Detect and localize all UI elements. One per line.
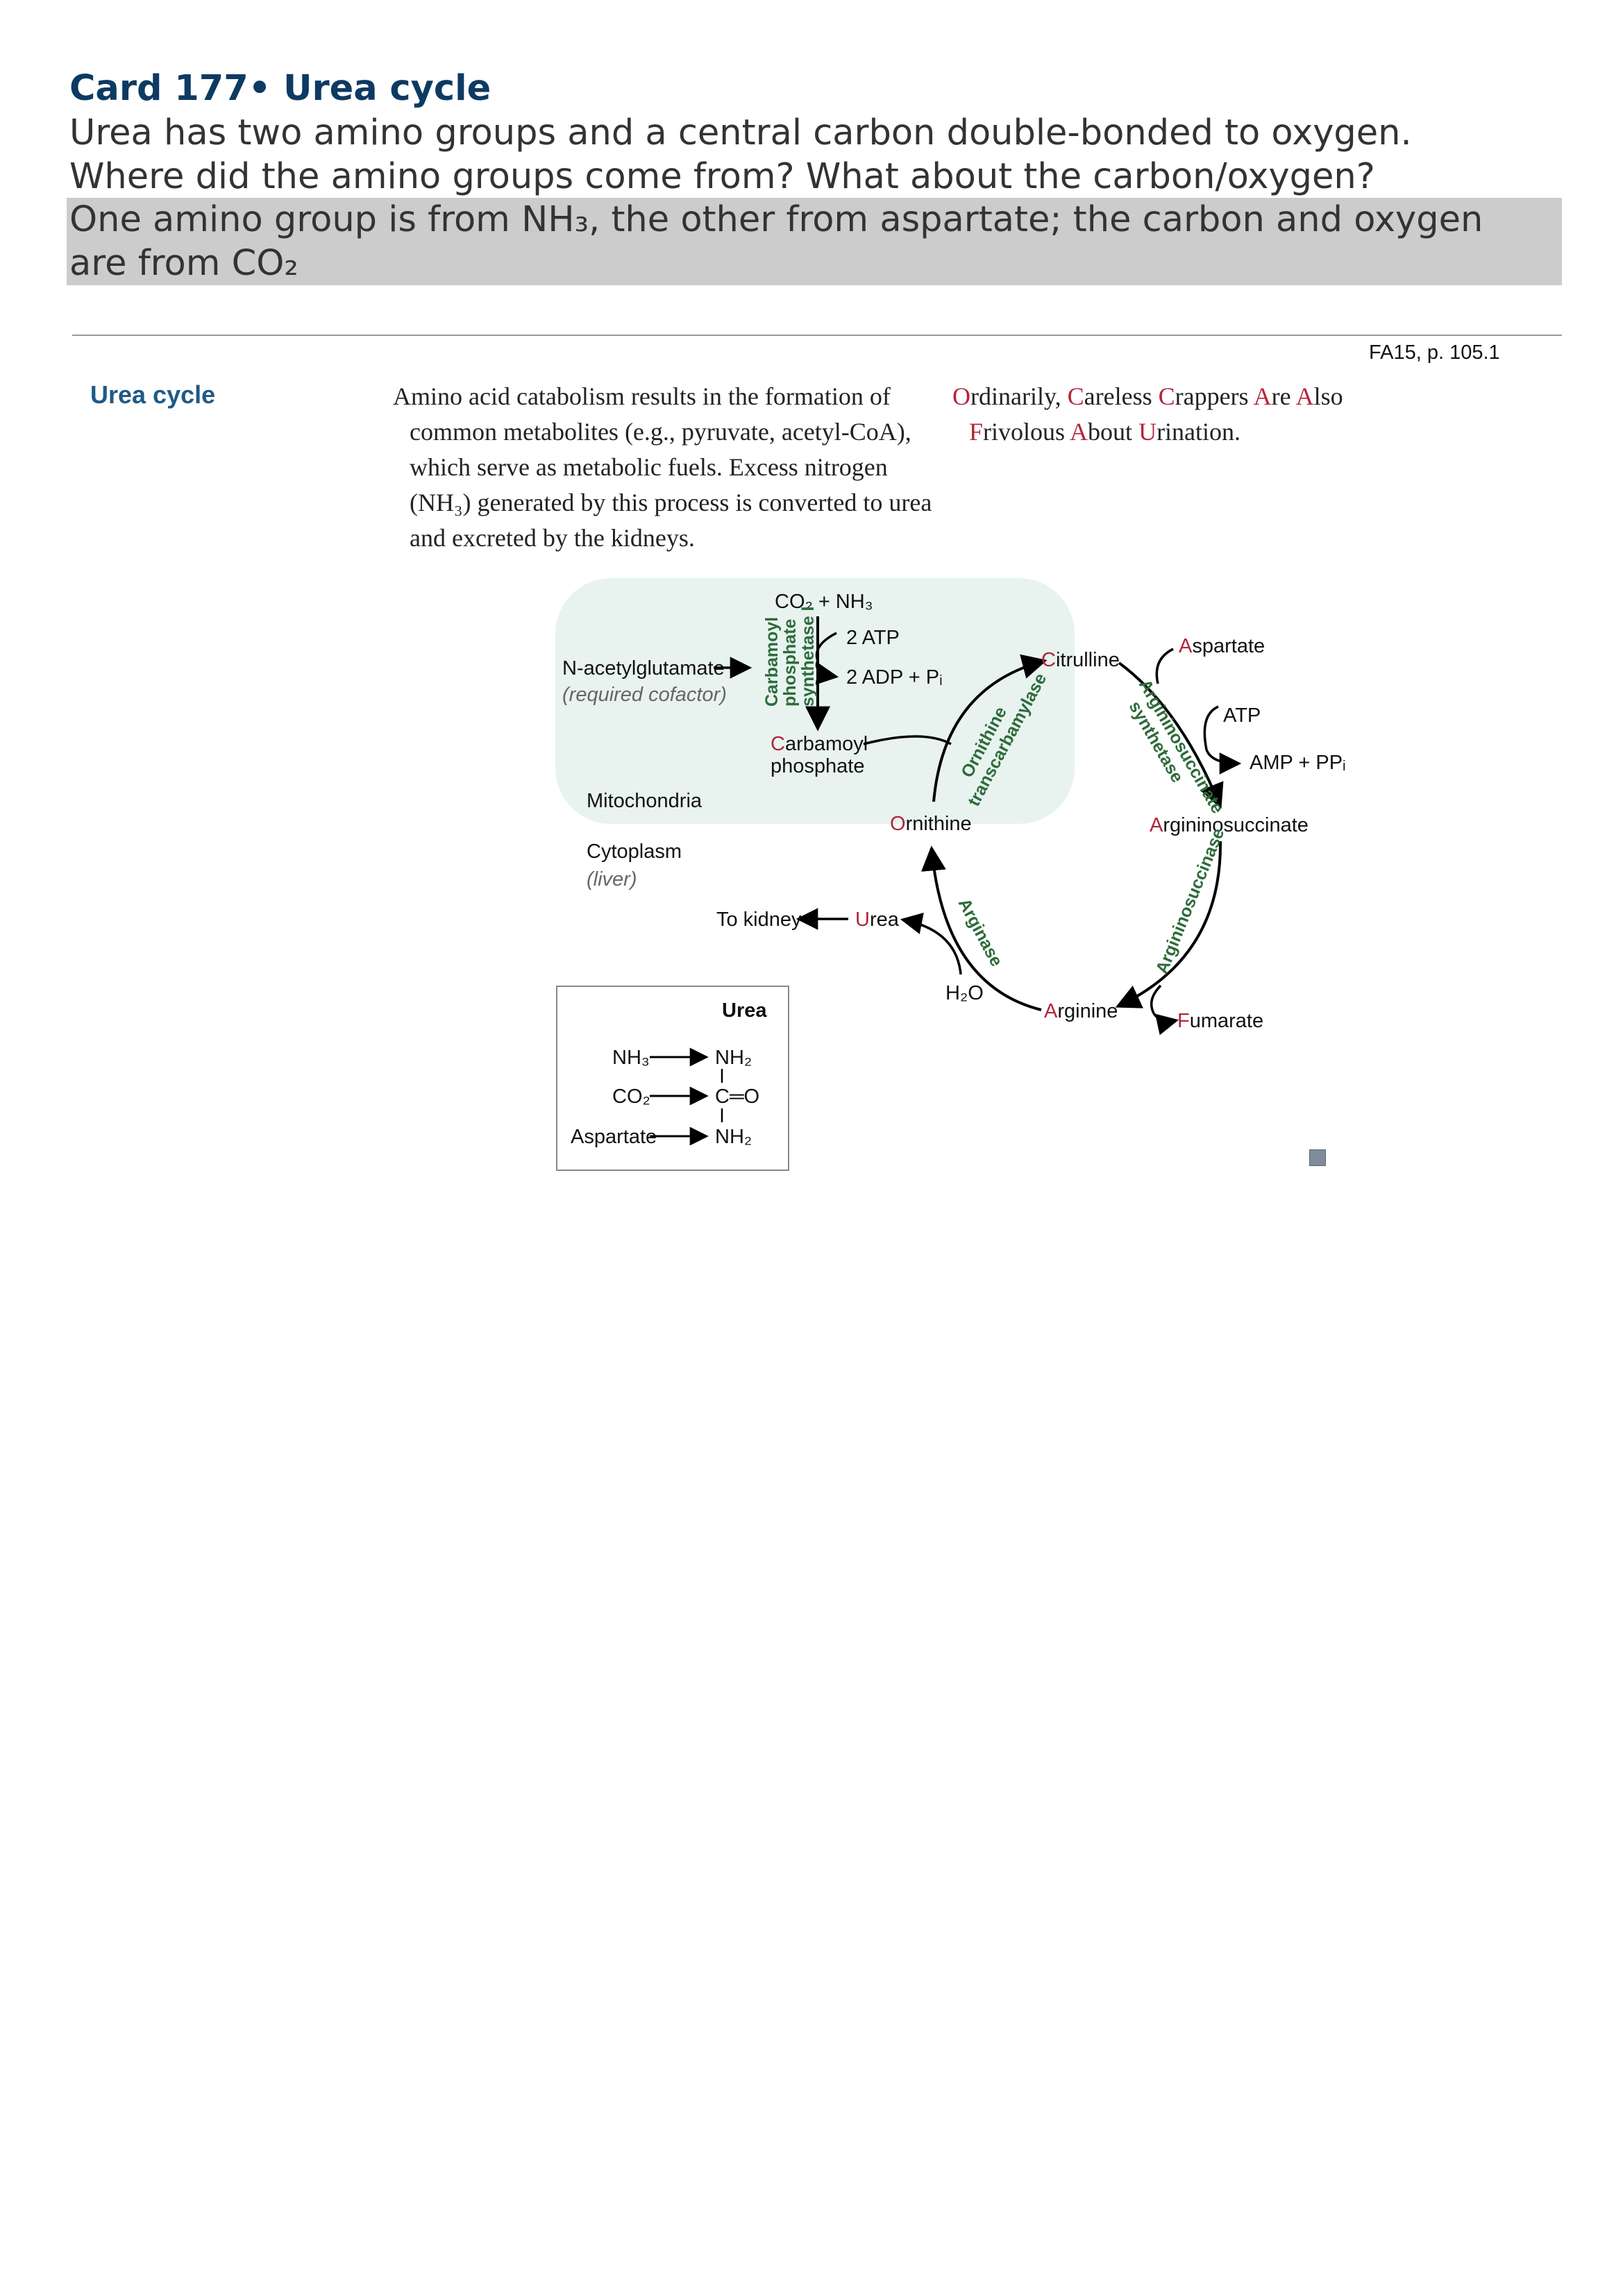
urea-label: Urea <box>855 909 900 931</box>
cp-to-otc-curve <box>863 735 952 745</box>
mnemonic-rest: areless <box>1084 382 1159 410</box>
mnemonic-rest: rappers <box>1175 382 1254 410</box>
mnemonic-rest: rivolous <box>983 418 1070 446</box>
aspartate-label: Aspartate <box>1179 635 1265 657</box>
carbamoyl-phosphate-label-2: phosphate <box>771 755 864 777</box>
liver-label: (liver) <box>587 868 637 890</box>
mitochondria-label: Mitochondria <box>587 790 703 812</box>
atp-input-curve <box>1203 705 1242 775</box>
question-line-1: Urea has two amino groups and a central … <box>69 112 1412 153</box>
mnemonic-rest: bout <box>1088 418 1139 446</box>
mnemonic-rest: lso <box>1313 382 1343 410</box>
answer-text: One amino group is from NH₃, the other f… <box>69 198 1483 285</box>
mnemonic: Ordinarily, Careless Crappers Are Also F… <box>952 379 1441 450</box>
mnemonic-rest: re <box>1271 382 1296 410</box>
citrulline-to-argininosuccinate-arc <box>1118 661 1224 809</box>
urea-box-title: Urea <box>722 999 767 1022</box>
section-title: Urea cycle <box>90 380 216 409</box>
mnemonic-initial: F <box>969 418 984 446</box>
aspartate-input-curve <box>1155 648 1174 684</box>
mnemonic-word: Careless <box>1068 382 1159 410</box>
atp-label: ATP <box>1223 704 1261 727</box>
urea-output-curve <box>900 912 962 975</box>
mnemonic-initial: C <box>1067 382 1084 410</box>
mitochondria-region <box>555 578 1075 824</box>
2adp-pi-label: 2 ADP + Pᵢ <box>846 666 943 689</box>
mnemonic-rest: rination. <box>1157 418 1241 446</box>
card-title: Card 177• Urea cycle <box>69 68 491 109</box>
cytoplasm-label: Cytoplasm <box>587 841 682 863</box>
fumarate-label: Fumarate <box>1177 1010 1263 1032</box>
urea-carbonyl: C═O <box>715 1086 759 1108</box>
enzyme-cps1-line2: phosphate <box>780 619 800 707</box>
question-line-2: Where did the amino groups come from? Wh… <box>69 156 1375 197</box>
ornithine-to-citrulline-arc <box>932 654 1048 802</box>
mnemonic-initial: O <box>952 382 970 410</box>
mnemonic-initial: A <box>1253 382 1272 410</box>
box-aspartate-label: Aspartate <box>571 1126 657 1148</box>
nag-label: N-acetylglutamate <box>562 657 725 679</box>
divider <box>72 335 1562 336</box>
carbamoyl-phosphate-label: Carbamoyl <box>771 733 868 755</box>
atp-consumption-curve <box>815 632 839 685</box>
fumarate-output-curve <box>1150 984 1179 1036</box>
enzyme-asl: Argininosuccinase <box>1152 825 1229 977</box>
mnemonic-word: Crappers <box>1159 382 1254 410</box>
mnemonic-word: About <box>1070 418 1138 446</box>
arginine-to-ornithine-arc <box>921 845 1042 1011</box>
citrulline-label: Citrulline <box>1041 649 1120 671</box>
mnemonic-word: Also <box>1296 382 1343 410</box>
enzyme-cps1-line3: synthetase I <box>798 606 818 707</box>
mnemonic-rest: rdinarily, <box>970 382 1068 410</box>
urea-structure-box <box>556 986 789 1171</box>
argininosuccinate-label: Argininosuccinate <box>1150 814 1309 836</box>
answer-line-1: One amino group is from NH₃, the other f… <box>69 199 1483 240</box>
question: Urea has two amino groups and a central … <box>69 111 1562 199</box>
box-co2-label: CO₂ <box>612 1086 650 1108</box>
h2o-label: H₂O <box>945 982 984 1004</box>
urea-nh2-bottom: NH₂ <box>715 1126 752 1148</box>
mnemonic-word: Urination. <box>1138 418 1241 446</box>
mnemonic-initial: A <box>1070 418 1088 446</box>
to-kidney-label: To kidney <box>716 909 802 931</box>
arginine-label: Arginine <box>1044 1000 1118 1022</box>
mnemonic-word: Ordinarily, <box>952 382 1068 410</box>
answer-line-2: are from CO₂ <box>69 243 298 284</box>
source-reference: FA15, p. 105.1 <box>1369 341 1500 364</box>
2atp-label: 2 ATP <box>846 627 900 649</box>
ornithine-label: Ornithine <box>890 813 972 835</box>
box-nh3-label: NH₃ <box>612 1047 650 1069</box>
argininosuccinate-to-arginine-arc <box>1115 841 1222 1008</box>
watermark-icon <box>1309 1149 1326 1166</box>
mnemonic-initial: C <box>1158 382 1175 410</box>
amp-ppi-label: AMP + PPᵢ <box>1250 752 1346 774</box>
enzyme-arginase: Arginase <box>955 895 1007 970</box>
urea-nh2-top: NH₂ <box>715 1047 752 1069</box>
nag-note: (required cofactor) <box>562 684 727 706</box>
answer-block: One amino group is from NH₃, the other f… <box>67 198 1562 285</box>
mnemonic-word: Are <box>1254 382 1296 410</box>
mnemonic-initial: A <box>1295 382 1314 410</box>
mnemonic-word: Frivolous <box>969 418 1070 446</box>
co2-nh3-label: CO₂ + NH₃ <box>775 591 873 613</box>
enzyme-cps1-line1: Carbamoyl <box>762 617 782 707</box>
section-body: Amino acid catabolism results in the for… <box>393 382 932 552</box>
mnemonic-initial: U <box>1138 418 1157 446</box>
